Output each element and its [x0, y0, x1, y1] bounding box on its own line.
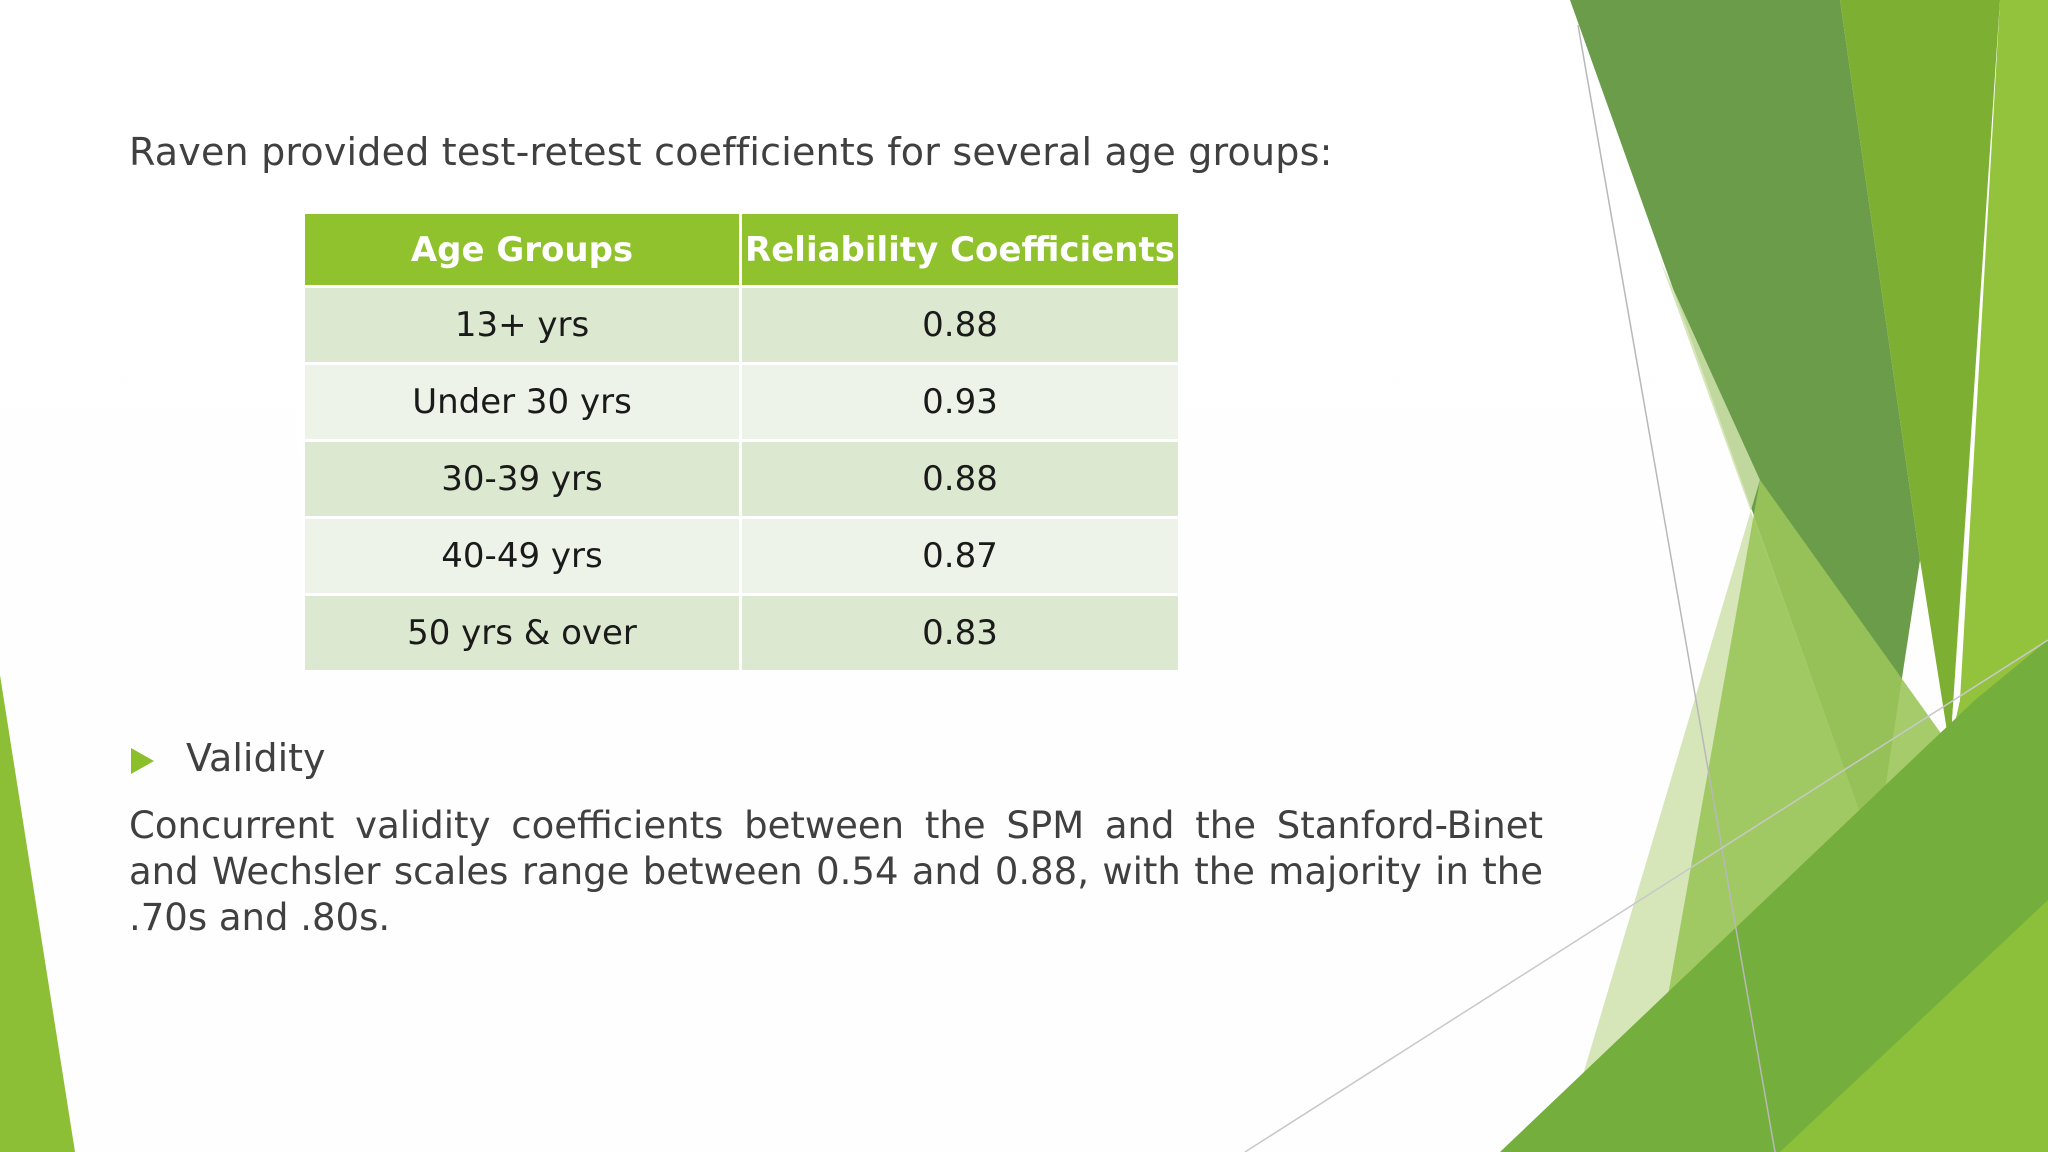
- table-row: 30-39 yrs 0.88: [302, 439, 1181, 519]
- validity-heading: Validity: [186, 736, 326, 780]
- reliability-table-wrapper: Age Groups Reliability Coefficients 13+ …: [302, 211, 1181, 673]
- coefficient-cell: 0.87: [739, 516, 1181, 596]
- intro-text: Raven provided test-retest coefficients …: [129, 130, 1333, 174]
- decor-line-1: [1577, 24, 1776, 1152]
- header-age-groups: Age Groups: [302, 211, 742, 288]
- age-group-cell: Under 30 yrs: [302, 362, 742, 442]
- table-row: Under 30 yrs 0.93: [302, 362, 1181, 442]
- coefficient-cell: 0.83: [739, 593, 1181, 673]
- bottom-right-lime-shape: [1780, 900, 2048, 1152]
- validity-paragraph: Concurrent validity coefficients between…: [129, 804, 1543, 939]
- table-row: 50 yrs & over 0.83: [302, 593, 1181, 673]
- triangle-bullet-icon: [131, 748, 154, 774]
- table-row: 13+ yrs 0.88: [302, 285, 1181, 365]
- age-group-cell: 40-49 yrs: [302, 516, 742, 596]
- right-medium-green-shape: [1840, 0, 2000, 750]
- table-row: 40-49 yrs 0.87: [302, 516, 1181, 596]
- decor-line-2: [1244, 639, 2048, 1152]
- age-group-cell: 13+ yrs: [302, 285, 742, 365]
- header-reliability-coefficients: Reliability Coefficients: [739, 211, 1181, 288]
- bottom-right-green-shape: [1500, 640, 2048, 1152]
- left-green-shape: [0, 675, 75, 1152]
- coefficient-cell: 0.88: [739, 439, 1181, 519]
- coefficient-cell: 0.93: [739, 362, 1181, 442]
- age-group-cell: 30-39 yrs: [302, 439, 742, 519]
- reliability-table: Age Groups Reliability Coefficients 13+ …: [302, 211, 1181, 673]
- coefficient-cell: 0.88: [739, 285, 1181, 365]
- age-group-cell: 50 yrs & over: [302, 593, 742, 673]
- table-header-row: Age Groups Reliability Coefficients: [302, 211, 1181, 288]
